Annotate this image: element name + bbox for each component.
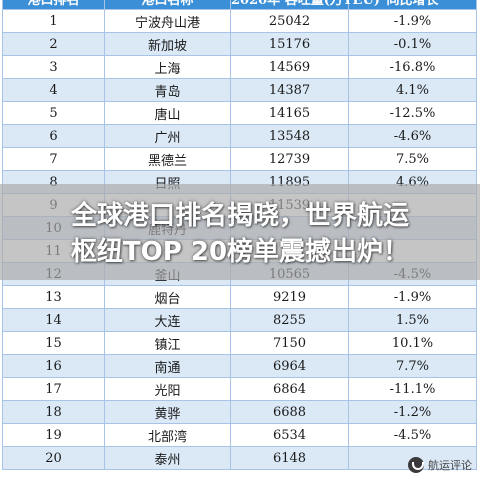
growth-cell: -1.9% bbox=[348, 9, 477, 33]
port-name-cell: 黑德兰 bbox=[104, 147, 231, 171]
rank-cell: 3 bbox=[2, 55, 105, 79]
header-rank: 港口排名 bbox=[2, 0, 105, 10]
table-header-row: 港口排名 港口名称 2020年 吞吐量(万TEU) 同比增长 bbox=[2, 0, 477, 10]
growth-cell: 10.1% bbox=[348, 331, 477, 355]
rank-cell: 14 bbox=[2, 308, 105, 332]
throughput-cell: 12739 bbox=[230, 147, 349, 171]
throughput-cell: 6864 bbox=[230, 377, 349, 401]
rank-cell: 5 bbox=[2, 101, 105, 125]
throughput-cell: 7150 bbox=[230, 331, 349, 355]
headline-line-2: 枢纽TOP 20榜单震撼出炉！ bbox=[70, 237, 410, 267]
port-name-cell: 南通 bbox=[104, 354, 231, 378]
throughput-cell: 6964 bbox=[230, 354, 349, 378]
growth-cell: 1.5% bbox=[348, 308, 477, 332]
throughput-cell: 9219 bbox=[230, 285, 349, 309]
throughput-cell: 6148 bbox=[230, 446, 349, 470]
rank-cell: 20 bbox=[2, 446, 105, 470]
headline-line-1: 全球港口排名揭晓，世界航运 bbox=[70, 201, 409, 231]
growth-cell: 4.1% bbox=[348, 78, 477, 102]
watermark-text: 航运评论 bbox=[428, 459, 472, 472]
header-name: 港口名称 bbox=[104, 0, 231, 10]
headline-text: 全球港口排名揭晓，世界航运 枢纽TOP 20榜单震撼出炉！ bbox=[0, 198, 480, 270]
port-name-cell: 上海 bbox=[104, 55, 231, 79]
port-name-cell: 镇江 bbox=[104, 331, 231, 355]
rank-cell: 7 bbox=[2, 147, 105, 171]
rank-cell: 17 bbox=[2, 377, 105, 401]
table-row: 16 南通 6964 7.7% bbox=[2, 354, 477, 378]
growth-cell: -4.5% bbox=[348, 423, 477, 447]
growth-cell: 7.7% bbox=[348, 354, 477, 378]
port-name-cell: 烟台 bbox=[104, 285, 231, 309]
table-row: 20 泰州 6148 bbox=[2, 446, 477, 470]
port-name-cell: 新加坡 bbox=[104, 32, 231, 56]
rank-cell: 16 bbox=[2, 354, 105, 378]
throughput-cell: 14165 bbox=[230, 101, 349, 125]
rank-cell: 2 bbox=[2, 32, 105, 56]
watermark-logo-icon bbox=[408, 457, 424, 473]
growth-cell: -11.1% bbox=[348, 377, 477, 401]
table-row: 19 北部湾 6534 -4.5% bbox=[2, 423, 477, 447]
throughput-cell: 8255 bbox=[230, 308, 349, 332]
port-name-cell: 唐山 bbox=[104, 101, 231, 125]
port-name-cell: 宁波舟山港 bbox=[104, 9, 231, 33]
throughput-cell: 25042 bbox=[230, 9, 349, 33]
rank-cell: 6 bbox=[2, 124, 105, 148]
throughput-cell: 6688 bbox=[230, 400, 349, 424]
rank-cell: 1 bbox=[2, 9, 105, 33]
watermark: 航运评论 bbox=[408, 456, 472, 474]
growth-cell: -4.6% bbox=[348, 124, 477, 148]
growth-cell: -1.9% bbox=[348, 285, 477, 309]
rank-cell: 15 bbox=[2, 331, 105, 355]
growth-cell: -1.2% bbox=[348, 400, 477, 424]
table-row: 1 宁波舟山港 25042 -1.9% bbox=[2, 9, 477, 33]
rank-cell: 4 bbox=[2, 78, 105, 102]
table-row: 2 新加坡 15176 -0.1% bbox=[2, 32, 477, 56]
port-name-cell: 黄骅 bbox=[104, 400, 231, 424]
rank-cell: 13 bbox=[2, 285, 105, 309]
table-row: 14 大连 8255 1.5% bbox=[2, 308, 477, 332]
rank-cell: 19 bbox=[2, 423, 105, 447]
throughput-cell: 14569 bbox=[230, 55, 349, 79]
port-name-cell: 青岛 bbox=[104, 78, 231, 102]
headline-banner bbox=[0, 184, 480, 280]
port-name-cell: 北部湾 bbox=[104, 423, 231, 447]
table-row: 15 镇江 7150 10.1% bbox=[2, 331, 477, 355]
table-row: 7 黑德兰 12739 7.5% bbox=[2, 147, 477, 171]
growth-cell: -16.8% bbox=[348, 55, 477, 79]
table-row: 13 烟台 9219 -1.9% bbox=[2, 285, 477, 309]
growth-cell: -0.1% bbox=[348, 32, 477, 56]
table-row: 3 上海 14569 -16.8% bbox=[2, 55, 477, 79]
port-name-cell: 广州 bbox=[104, 124, 231, 148]
port-name-cell: 光阳 bbox=[104, 377, 231, 401]
growth-cell: -12.5% bbox=[348, 101, 477, 125]
header-throughput: 2020年 吞吐量(万TEU) bbox=[230, 0, 380, 10]
throughput-cell: 14387 bbox=[230, 78, 349, 102]
table-row: 18 黄骅 6688 -1.2% bbox=[2, 400, 477, 424]
throughput-cell: 15176 bbox=[230, 32, 349, 56]
growth-cell: 7.5% bbox=[348, 147, 477, 171]
throughput-cell: 13548 bbox=[230, 124, 349, 148]
table-row: 6 广州 13548 -4.6% bbox=[2, 124, 477, 148]
rank-cell: 18 bbox=[2, 400, 105, 424]
table-row: 5 唐山 14165 -12.5% bbox=[2, 101, 477, 125]
port-name-cell: 泰州 bbox=[104, 446, 231, 470]
throughput-cell: 6534 bbox=[230, 423, 349, 447]
port-name-cell: 大连 bbox=[104, 308, 231, 332]
table-row: 4 青岛 14387 4.1% bbox=[2, 78, 477, 102]
table-row: 17 光阳 6864 -11.1% bbox=[2, 377, 477, 401]
